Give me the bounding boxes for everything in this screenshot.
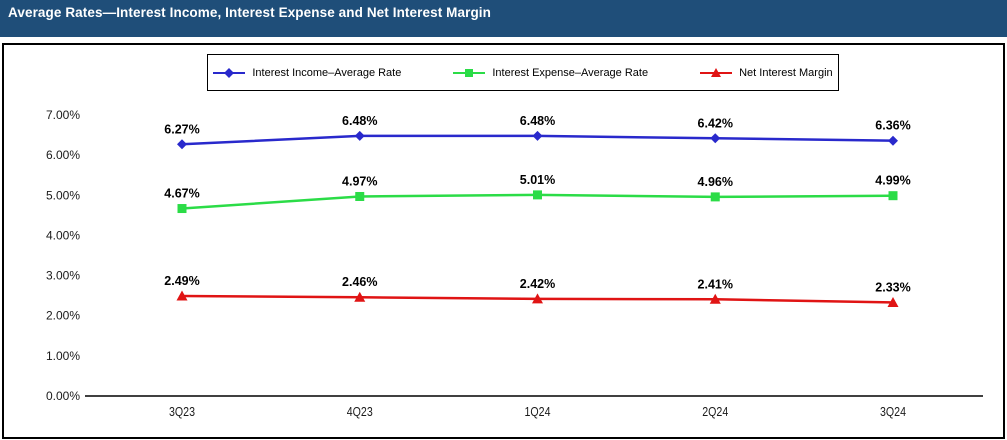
legend-item-diamond: Interest Income–Average Rate (213, 67, 401, 79)
data-point-label: 4.99% (875, 174, 910, 188)
chart-title: Average Rates—Interest Income, Interest … (8, 5, 492, 20)
data-point-label: 4.97% (342, 174, 377, 188)
y-tick-label: 6.00% (46, 148, 80, 162)
x-tick-label: 3Q24 (880, 405, 906, 419)
data-point-marker (532, 293, 543, 304)
chart-legend: Interest Income–Average Rate Interest Exp… (207, 54, 839, 91)
y-tick-label: 1.00% (46, 349, 80, 363)
data-point-marker (354, 291, 366, 302)
data-point-marker (177, 139, 187, 150)
legend-label: Net Interest Margin (739, 66, 833, 79)
data-point-marker (887, 296, 899, 307)
data-point-label: 2.49% (164, 274, 199, 288)
data-point-marker (176, 290, 188, 301)
data-point-label: 4.67% (164, 187, 199, 201)
plot-area: 0.00% 1.00% 2.00% 3.00% 4.00% 5.00% 6.00% 7.00%… (46, 108, 983, 419)
data-point-marker (709, 293, 721, 304)
data-point-marker (354, 130, 365, 141)
x-tick-label: 3Q23 (169, 405, 195, 419)
data-point-label: 5.01% (520, 173, 555, 187)
data-point-label: 2.33% (875, 280, 910, 294)
data-point-marker (355, 191, 365, 201)
data-point-label: 6.36% (875, 119, 910, 133)
legend-label: Interest Expense–Average Rate (492, 66, 649, 79)
data-point-label: 6.48% (342, 114, 377, 128)
legend-item-triangle: Net Interest Margin (700, 67, 833, 79)
data-point-label: 2.41% (698, 277, 733, 291)
y-tick-label: 0.00% (46, 389, 80, 403)
y-tick-label: 7.00% (46, 108, 80, 122)
chart-frame: Interest Income–Average Rate Interest Exp… (2, 43, 1005, 439)
data-point-label: 6.48% (520, 114, 555, 128)
data-point-marker (710, 133, 721, 144)
y-tick-label: 5.00% (46, 188, 80, 202)
data-point-marker (888, 135, 898, 146)
data-point-label: 4.96% (698, 175, 733, 189)
data-point-label: 2.42% (520, 277, 555, 291)
x-tick-label: 1Q24 (525, 405, 551, 419)
y-tick-label: 4.00% (46, 228, 80, 242)
x-tick-label: 4Q23 (347, 405, 373, 419)
y-tick-label: 2.00% (46, 309, 80, 323)
y-tick-label: 3.00% (46, 269, 80, 283)
data-point-label: 6.42% (698, 116, 733, 130)
data-point-marker (710, 192, 720, 202)
data-point-label: 2.46% (342, 275, 377, 289)
x-tick-label: 2Q24 (702, 405, 728, 419)
legend-item-square: Interest Expense–Average Rate (453, 67, 648, 79)
data-point-marker (533, 190, 542, 200)
data-point-label: 6.27% (164, 122, 199, 136)
data-point-marker (532, 130, 543, 141)
chart-title-bar: Average Rates—Interest Income, Interest … (0, 0, 1007, 37)
data-point-marker (888, 191, 898, 201)
data-point-marker (177, 204, 187, 214)
legend-label: Interest Income–Average Rate (252, 66, 402, 79)
